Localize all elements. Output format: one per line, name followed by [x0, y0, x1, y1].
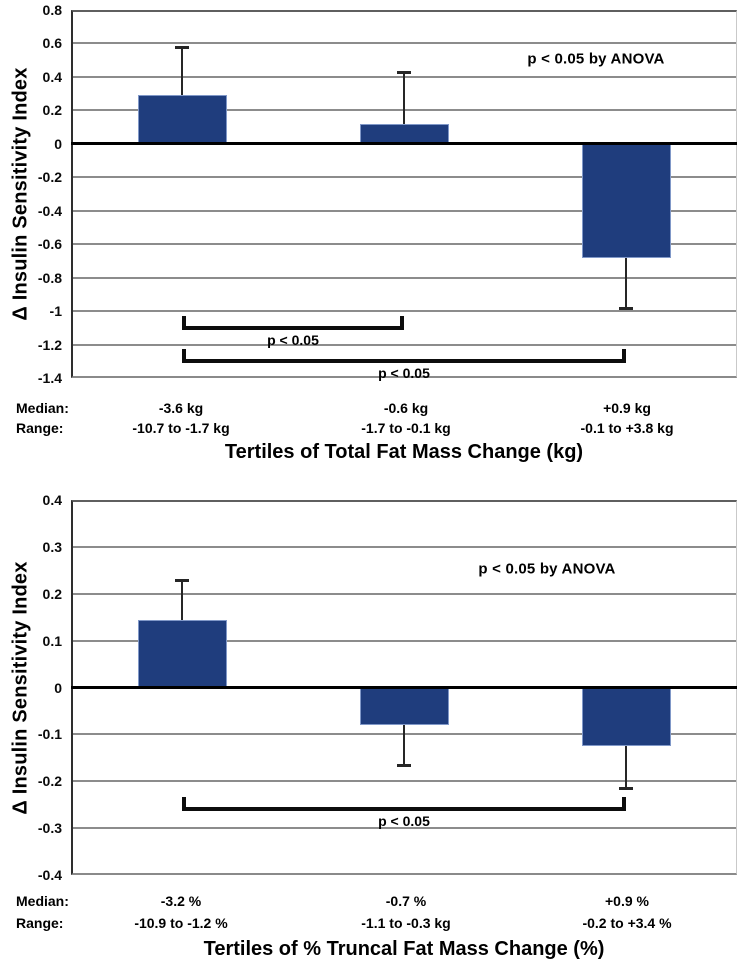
- y-tick-label: 0: [54, 135, 62, 152]
- error-bar: [181, 579, 183, 620]
- median-value: -0.6 kg: [383, 400, 429, 416]
- median-value: -0.7 %: [385, 893, 427, 909]
- anova-annotation: p < 0.05 by ANOVA: [527, 50, 665, 68]
- gridline: [71, 42, 737, 45]
- bracket-label: p < 0.05: [378, 813, 430, 830]
- gridline: [71, 592, 737, 595]
- significance-bracket: [182, 359, 626, 364]
- bracket-end-tick: [622, 797, 626, 808]
- gridline: [71, 780, 737, 783]
- gridline: [71, 343, 737, 346]
- bracket-end-tick: [622, 349, 626, 360]
- x-axis-title: Tertiles of % Truncal Fat Mass Change (%…: [203, 938, 605, 960]
- y-tick-label: 0.2: [42, 102, 62, 119]
- bracket-end-tick: [182, 349, 186, 360]
- y-tick-label: 0.1: [42, 632, 62, 649]
- gridline: [71, 243, 737, 246]
- gridline: [71, 545, 737, 548]
- significance-bracket: [182, 325, 404, 330]
- range-value: -1.7 to -0.1 kg: [361, 420, 451, 436]
- y-tick-label: -0.2: [37, 169, 62, 186]
- bracket-end-tick: [182, 797, 186, 808]
- median-row-label: Median:: [16, 893, 69, 909]
- y-tick-label: -0.4: [37, 202, 62, 219]
- range-value: -0.2 to +3.4 %: [582, 915, 672, 931]
- y-tick-label: -1.4: [37, 370, 62, 386]
- y-tick-label: -1.2: [37, 336, 62, 353]
- error-bar: [403, 725, 405, 765]
- bracket-end-tick: [182, 315, 186, 326]
- y-tick-label: 0.3: [42, 538, 62, 555]
- range-row-label: Range:: [16, 915, 64, 931]
- x-axis-title: Tertiles of Total Fat Mass Change (kg): [224, 441, 584, 463]
- gridline: [71, 310, 737, 313]
- bar: [359, 123, 449, 144]
- bracket-label: p < 0.05: [267, 331, 319, 348]
- y-tick-label: -0.4: [37, 867, 62, 883]
- y-tick-label: -0.1: [37, 726, 62, 743]
- error-bar-cap: [619, 306, 633, 310]
- median-value: +0.9 %: [605, 893, 649, 909]
- median-value: +0.9 kg: [603, 400, 651, 416]
- bar: [581, 143, 671, 258]
- median-value: -3.6 kg: [158, 400, 204, 416]
- zero-line: [71, 142, 737, 146]
- y-tick-label: -1: [49, 303, 62, 320]
- y-tick-label: 0.4: [42, 68, 62, 85]
- significance-bracket: [182, 807, 626, 812]
- range-row-label: Range:: [16, 420, 64, 436]
- y-tick-label: -0.6: [37, 236, 62, 253]
- range-value: -1.1 to -0.3 kg: [361, 915, 451, 931]
- zero-line: [71, 686, 737, 689]
- error-bar: [625, 746, 627, 789]
- gridline: [71, 827, 737, 830]
- error-bar-cap: [175, 45, 189, 49]
- y-tick-label: -0.3: [37, 820, 62, 837]
- error-bar: [403, 71, 405, 124]
- gridline: [71, 176, 737, 179]
- error-bar-cap: [397, 70, 411, 74]
- bar: [137, 95, 227, 144]
- bar: [581, 687, 671, 747]
- bracket-label: p < 0.05: [378, 365, 430, 382]
- anova-annotation: p < 0.05 by ANOVA: [478, 560, 616, 578]
- y-tick-label: 0.8: [42, 2, 62, 18]
- error-bar: [181, 46, 183, 96]
- bar: [359, 687, 449, 725]
- y-tick-label: 0.2: [42, 585, 62, 602]
- range-value: -0.1 to +3.8 kg: [580, 420, 674, 436]
- error-bar-cap: [619, 787, 633, 791]
- gridline: [71, 276, 737, 279]
- y-tick-label: 0.4: [42, 492, 62, 508]
- y-tick-label: 0: [54, 679, 62, 696]
- bracket-end-tick: [400, 315, 404, 326]
- y-tick-label: 0.6: [42, 35, 62, 52]
- gridline: [71, 639, 737, 642]
- median-row-label: Median:: [16, 400, 69, 416]
- y-tick-label: -0.8: [37, 269, 62, 286]
- range-value: -10.7 to -1.7 kg: [132, 420, 230, 436]
- error-bar: [625, 257, 627, 308]
- bar: [137, 619, 227, 688]
- gridline: [71, 209, 737, 212]
- error-bar-cap: [397, 763, 411, 767]
- range-value: -10.9 to -1.2 %: [134, 915, 228, 931]
- median-value: -3.2 %: [160, 893, 202, 909]
- error-bar-cap: [175, 578, 189, 582]
- y-tick-label: -0.2: [37, 773, 62, 790]
